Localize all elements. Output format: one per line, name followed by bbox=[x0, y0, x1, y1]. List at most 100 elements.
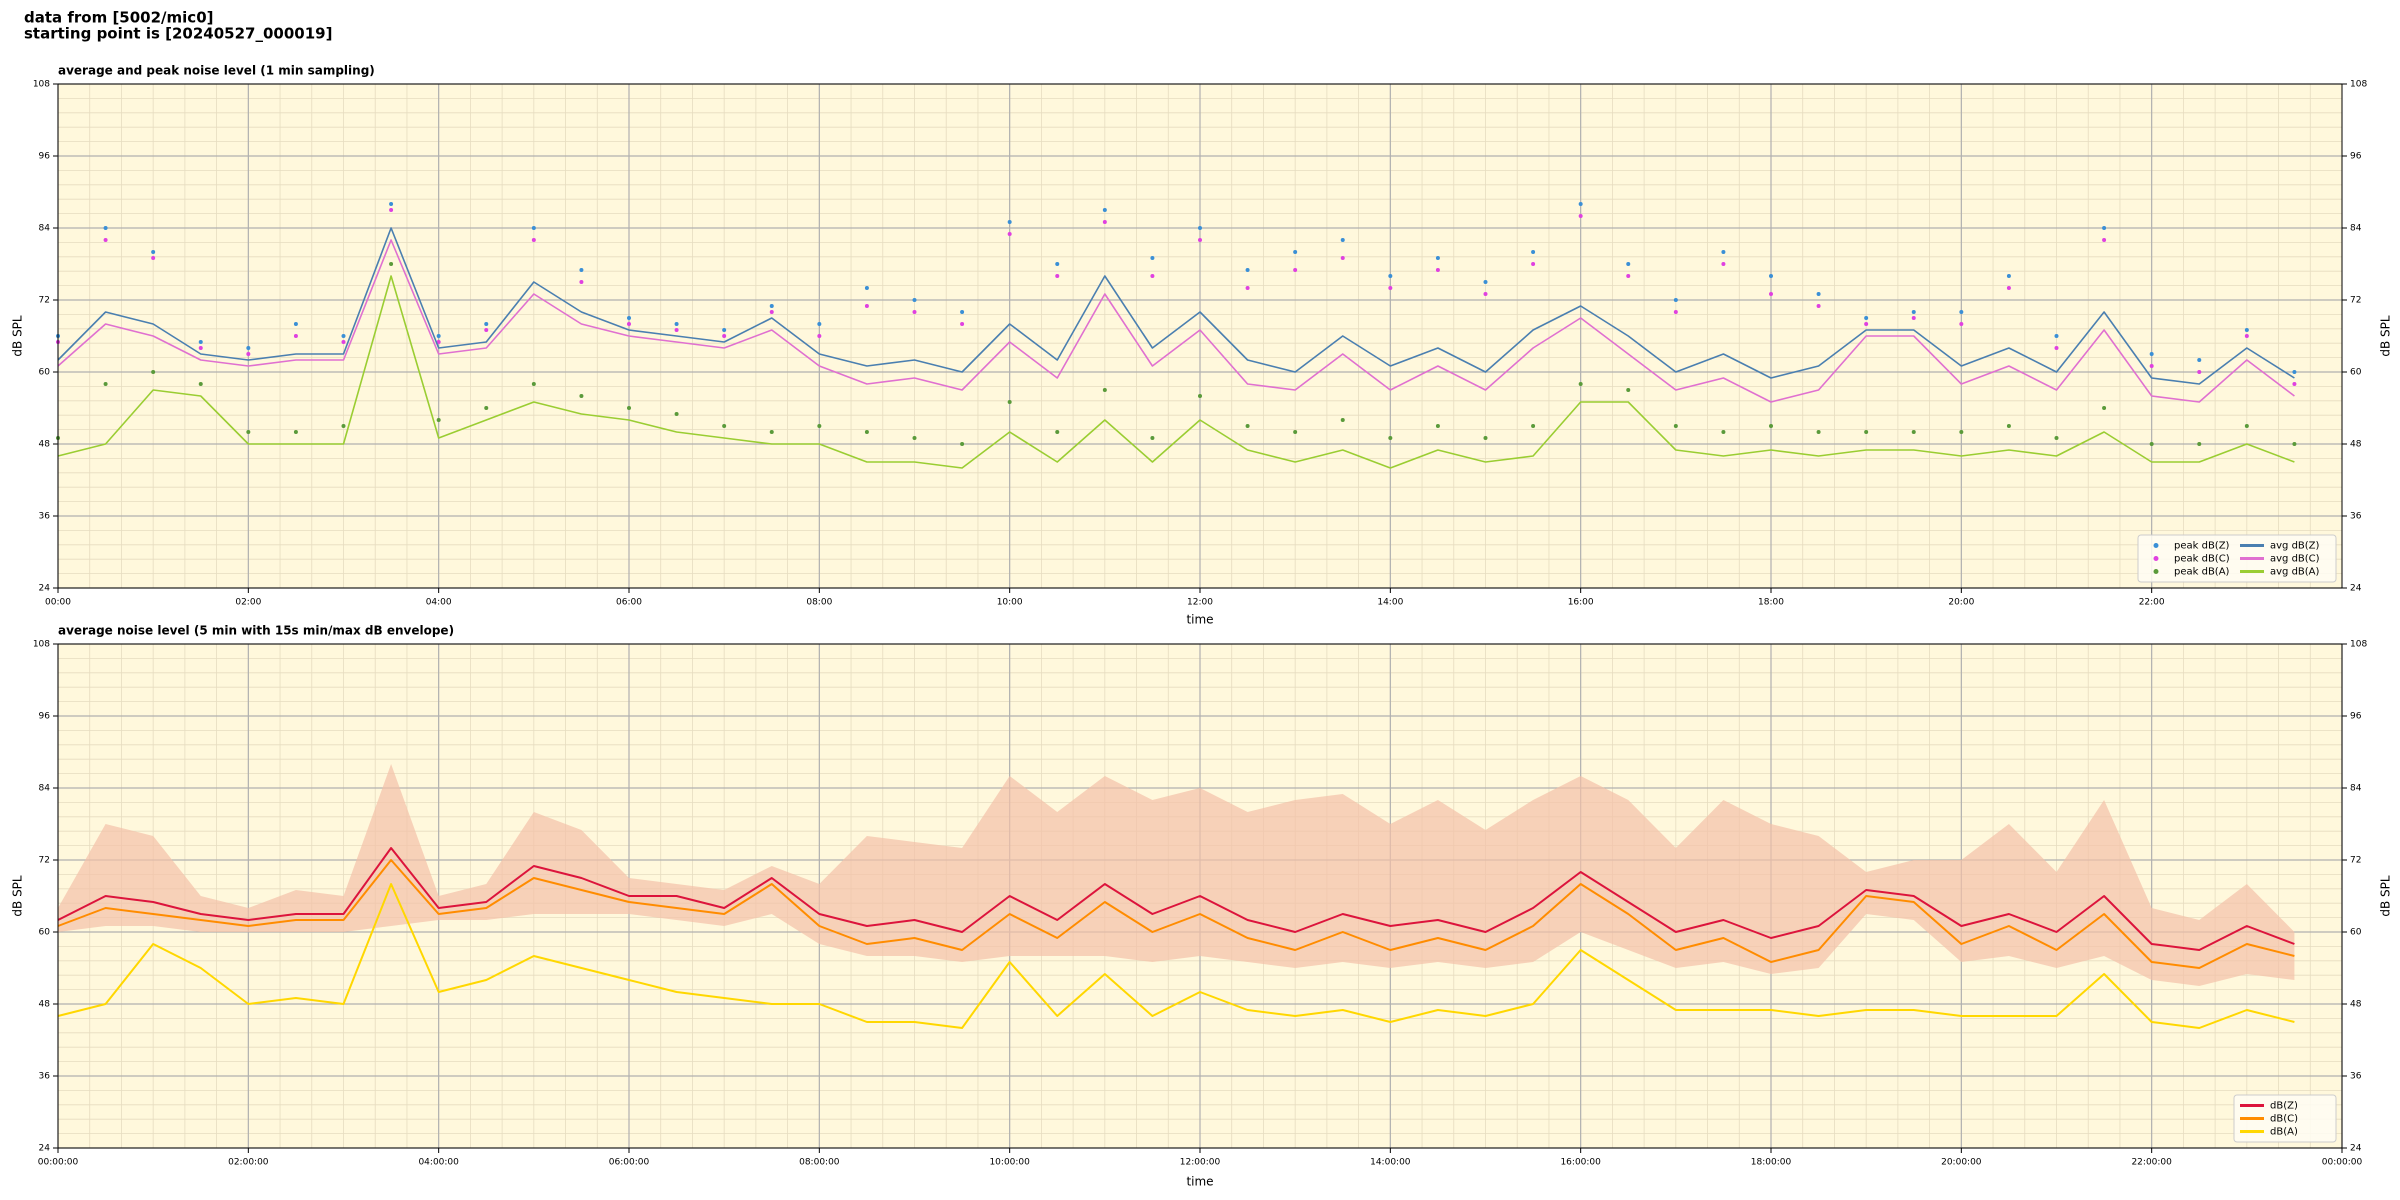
peak-point bbox=[1531, 424, 1536, 428]
peak-point bbox=[151, 370, 156, 374]
header-line: data from [5002/mic0] bbox=[24, 9, 214, 27]
x-tick-label: 00:00:00 bbox=[2322, 1158, 2363, 1168]
peak-point bbox=[436, 334, 441, 338]
peak-point bbox=[960, 310, 965, 314]
peak-point bbox=[1816, 430, 1821, 434]
peak-point bbox=[1150, 274, 1155, 278]
peak-point bbox=[1769, 292, 1773, 296]
peak-point bbox=[1245, 286, 1250, 290]
peak-point bbox=[864, 304, 869, 308]
peak-point bbox=[103, 382, 108, 386]
peak-point bbox=[1245, 424, 1250, 428]
x-tick-label: 16:00:00 bbox=[1560, 1158, 1601, 1168]
series-line bbox=[57, 847, 2295, 951]
peak-point bbox=[2054, 334, 2059, 338]
peak-point bbox=[1911, 430, 1916, 434]
peak-point bbox=[674, 322, 679, 326]
peak-point bbox=[1198, 226, 1202, 230]
y-axis-label: dB SPL bbox=[2379, 875, 2393, 917]
legend-label: peak dB(C) bbox=[2174, 554, 2230, 565]
peak-point bbox=[960, 322, 965, 326]
x-tick-label: 12:00:00 bbox=[1180, 1158, 1221, 1168]
peak-point bbox=[436, 340, 441, 344]
peak-point bbox=[531, 238, 536, 242]
peak-point bbox=[1007, 220, 1012, 224]
peak-point bbox=[1198, 238, 1202, 242]
peak-point bbox=[674, 412, 679, 416]
peak-point bbox=[531, 226, 536, 230]
peak-point bbox=[1911, 310, 1916, 314]
legend-label: peak dB(A) bbox=[2174, 567, 2230, 578]
peak-point bbox=[2149, 442, 2154, 446]
peak-point bbox=[579, 280, 584, 284]
legend-swatch bbox=[2153, 556, 2159, 561]
peak-point bbox=[2054, 436, 2059, 440]
y-tick-label: 72 bbox=[2350, 856, 2361, 866]
peak-point bbox=[1388, 436, 1393, 440]
peak-point bbox=[389, 208, 394, 212]
legend-label: dB(A) bbox=[2270, 1127, 2298, 1138]
peak-point bbox=[1102, 388, 1107, 392]
peak-point bbox=[246, 346, 251, 350]
peak-point bbox=[579, 268, 584, 272]
series-line bbox=[57, 239, 2295, 403]
peak-point bbox=[1578, 202, 1583, 206]
peak-point bbox=[2149, 352, 2154, 356]
x-tick-label: 20:00:00 bbox=[1941, 1158, 1982, 1168]
peak-point bbox=[1293, 268, 1298, 272]
plot-frame bbox=[57, 643, 2343, 1149]
peak-point bbox=[2197, 442, 2202, 446]
peak-point bbox=[1816, 292, 1821, 296]
peak-point bbox=[1578, 382, 1583, 386]
peak-point bbox=[2054, 346, 2059, 350]
peak-point bbox=[1388, 274, 1393, 278]
y-axis-label: dB SPL bbox=[11, 315, 25, 357]
y-tick-label: 96 bbox=[2350, 712, 2362, 722]
chart-title: average noise level (5 min with 15s min/… bbox=[58, 624, 454, 638]
peak-point bbox=[864, 286, 869, 290]
y-tick-label: 48 bbox=[2350, 1000, 2362, 1010]
plot-frame bbox=[57, 83, 2343, 589]
peak-point bbox=[912, 310, 917, 314]
series-line bbox=[57, 883, 2295, 1029]
legend-box bbox=[2137, 534, 2337, 583]
peak-point bbox=[1864, 322, 1869, 326]
peak-point bbox=[1293, 430, 1298, 434]
y-tick-label: 96 bbox=[39, 152, 51, 162]
peak-point bbox=[2244, 334, 2249, 338]
x-tick-label: 22:00 bbox=[2139, 598, 2165, 608]
peak-point bbox=[817, 322, 822, 326]
peak-point bbox=[389, 262, 394, 266]
peak-point bbox=[2244, 328, 2249, 332]
peak-point bbox=[1721, 262, 1726, 266]
peak-point bbox=[1245, 268, 1250, 272]
y-tick-label: 108 bbox=[33, 80, 50, 90]
legend-label: peak dB(Z) bbox=[2174, 541, 2230, 552]
peak-point bbox=[2292, 442, 2297, 446]
peak-point bbox=[198, 346, 203, 350]
peak-point bbox=[2102, 238, 2107, 242]
peak-point bbox=[1007, 400, 1012, 404]
peak-point bbox=[1435, 268, 1440, 272]
peak-point bbox=[627, 316, 631, 320]
peak-point bbox=[341, 334, 346, 338]
y-tick-label: 24 bbox=[2350, 1144, 2362, 1154]
peak-point bbox=[1483, 292, 1488, 296]
x-tick-label: 12:00 bbox=[1187, 598, 1213, 608]
peak-point bbox=[1673, 424, 1678, 428]
peak-point bbox=[1531, 250, 1536, 254]
peak-point bbox=[2244, 424, 2249, 428]
peak-point bbox=[579, 394, 584, 398]
y-tick-label: 60 bbox=[39, 368, 51, 378]
legend-swatch bbox=[2153, 569, 2159, 574]
x-tick-label: 14:00:00 bbox=[1370, 1158, 1411, 1168]
peak-point bbox=[103, 238, 108, 242]
peak-point bbox=[1388, 286, 1393, 290]
y-tick-label: 84 bbox=[2350, 784, 2362, 794]
y-tick-label: 96 bbox=[2350, 152, 2362, 162]
peak-point bbox=[198, 382, 203, 386]
peak-point bbox=[2006, 274, 2011, 278]
peak-point bbox=[1102, 208, 1107, 212]
peak-point bbox=[1055, 430, 1060, 434]
peak-point bbox=[2292, 382, 2297, 386]
